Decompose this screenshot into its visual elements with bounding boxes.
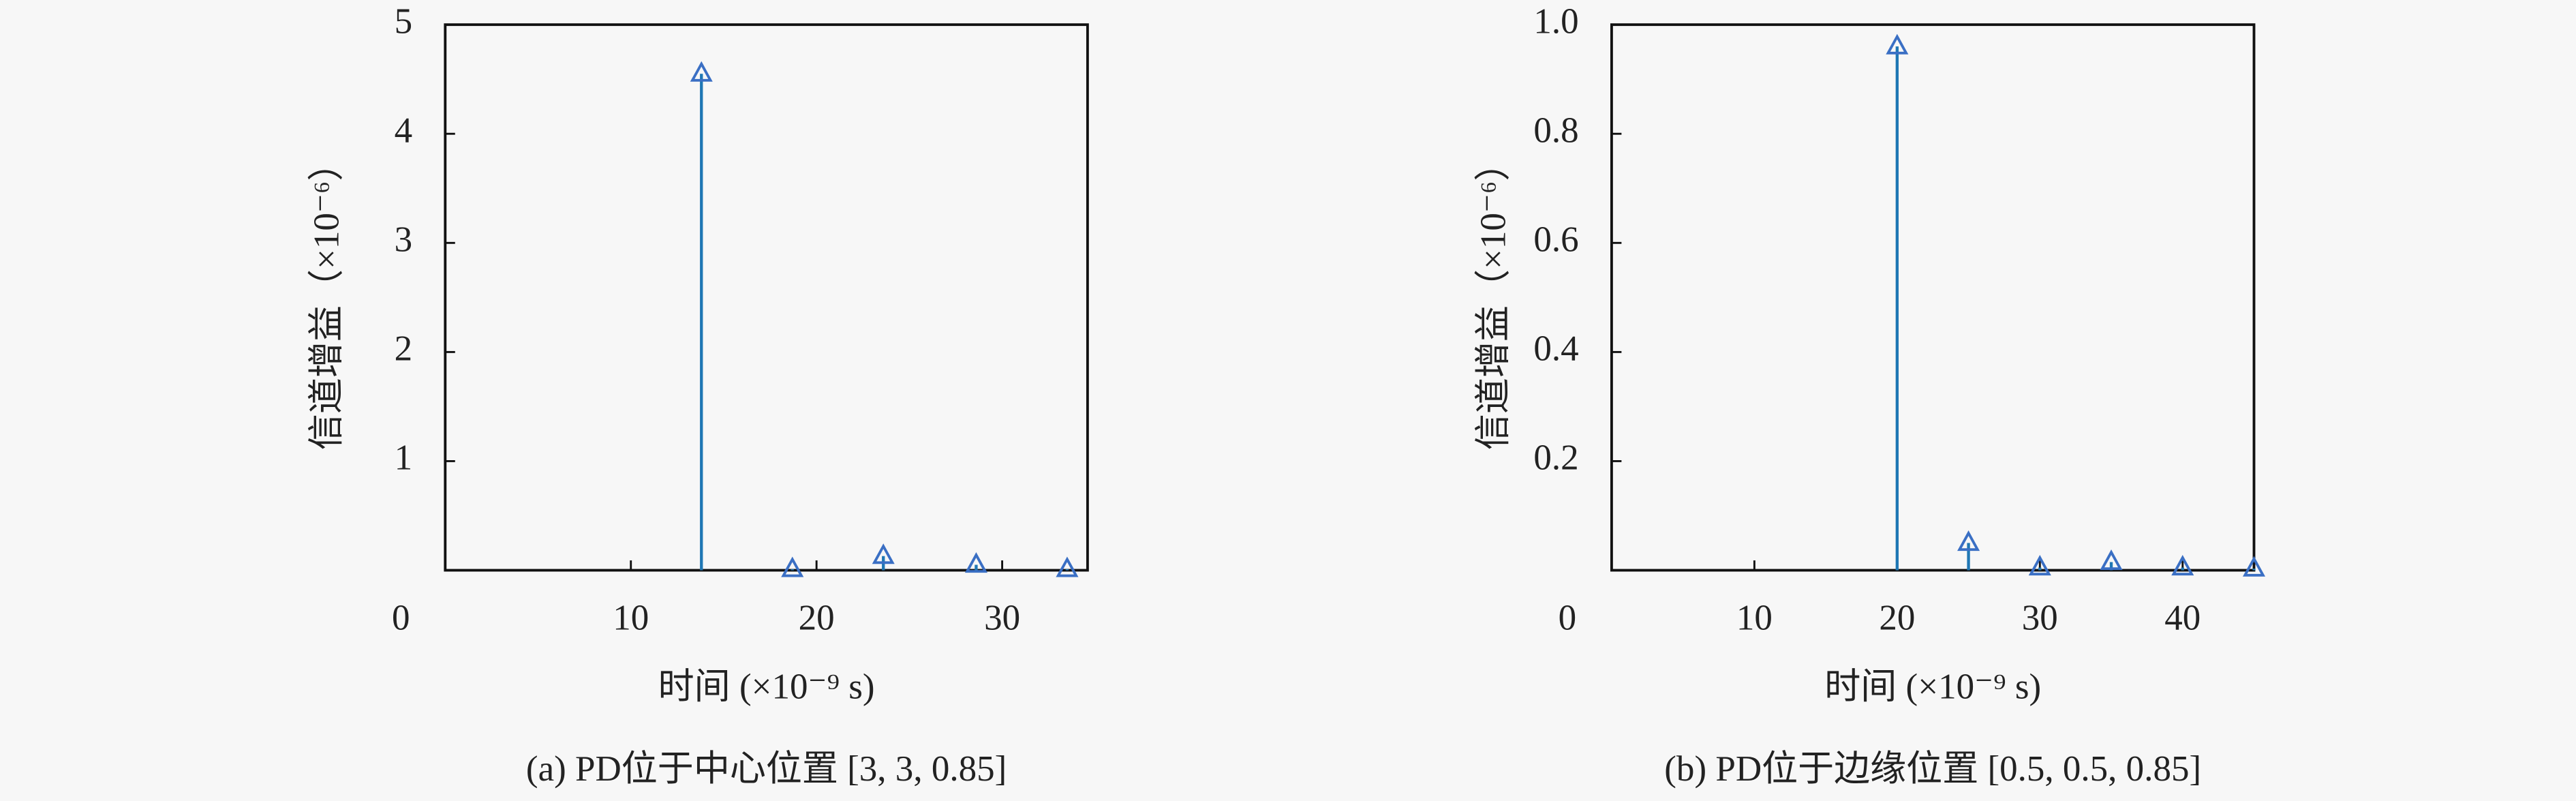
caption: (a) PD位于中心位置 [3, 3, 0.85] bbox=[526, 749, 1007, 789]
stem-marker bbox=[1056, 556, 1079, 577]
stem-marker bbox=[2171, 555, 2194, 576]
stem-marker bbox=[1957, 530, 1980, 551]
y-tick-label: 3 bbox=[395, 220, 413, 259]
x-tick-label: 20 bbox=[799, 598, 835, 637]
stem-marker bbox=[2100, 549, 2123, 571]
y-tick-label: 0.8 bbox=[1533, 110, 1578, 150]
y-axis-label: 信道增益（×10⁻⁶） bbox=[307, 145, 347, 450]
caption: (b) PD位于边缘位置 [0.5, 0.5, 0.85] bbox=[1664, 749, 2201, 789]
y-tick-label: 5 bbox=[395, 1, 413, 41]
x-tick-label: 40 bbox=[2164, 598, 2201, 637]
stem-marker bbox=[690, 61, 713, 82]
y-tick-label: 4 bbox=[395, 110, 413, 150]
x-tick-label: 20 bbox=[1879, 598, 1915, 637]
x-tick-label: 10 bbox=[1736, 598, 1773, 637]
y-tick-label: 0.4 bbox=[1533, 329, 1578, 369]
x-tick-label: 30 bbox=[984, 598, 1020, 637]
y-tick-label: 0.6 bbox=[1533, 220, 1578, 259]
x-axis-label: 时间 (×10⁻⁹ s) bbox=[658, 667, 875, 707]
stem-marker bbox=[781, 556, 804, 577]
x-tick-label: 0 bbox=[392, 598, 410, 637]
plot-frame bbox=[444, 23, 1089, 572]
y-tick-label: 1.0 bbox=[1533, 1, 1578, 41]
x-tick-label: 10 bbox=[613, 598, 649, 637]
x-axis-label: 时间 (×10⁻⁹ s) bbox=[1824, 667, 2041, 707]
stem-marker bbox=[964, 552, 987, 573]
y-tick-label: 0.2 bbox=[1533, 438, 1578, 478]
stem-marker bbox=[872, 543, 895, 564]
y-tick-label: 2 bbox=[395, 329, 413, 369]
stem-marker bbox=[2242, 556, 2266, 577]
plot-frame bbox=[1610, 23, 2256, 572]
x-tick-label: 0 bbox=[1559, 598, 1577, 637]
x-tick-label: 30 bbox=[2022, 598, 2058, 637]
y-axis-label: 信道增益（×10⁻⁶） bbox=[1473, 145, 1513, 450]
y-tick-label: 1 bbox=[395, 438, 413, 478]
stem-marker bbox=[1886, 33, 1909, 55]
stem-marker bbox=[2028, 555, 2051, 576]
